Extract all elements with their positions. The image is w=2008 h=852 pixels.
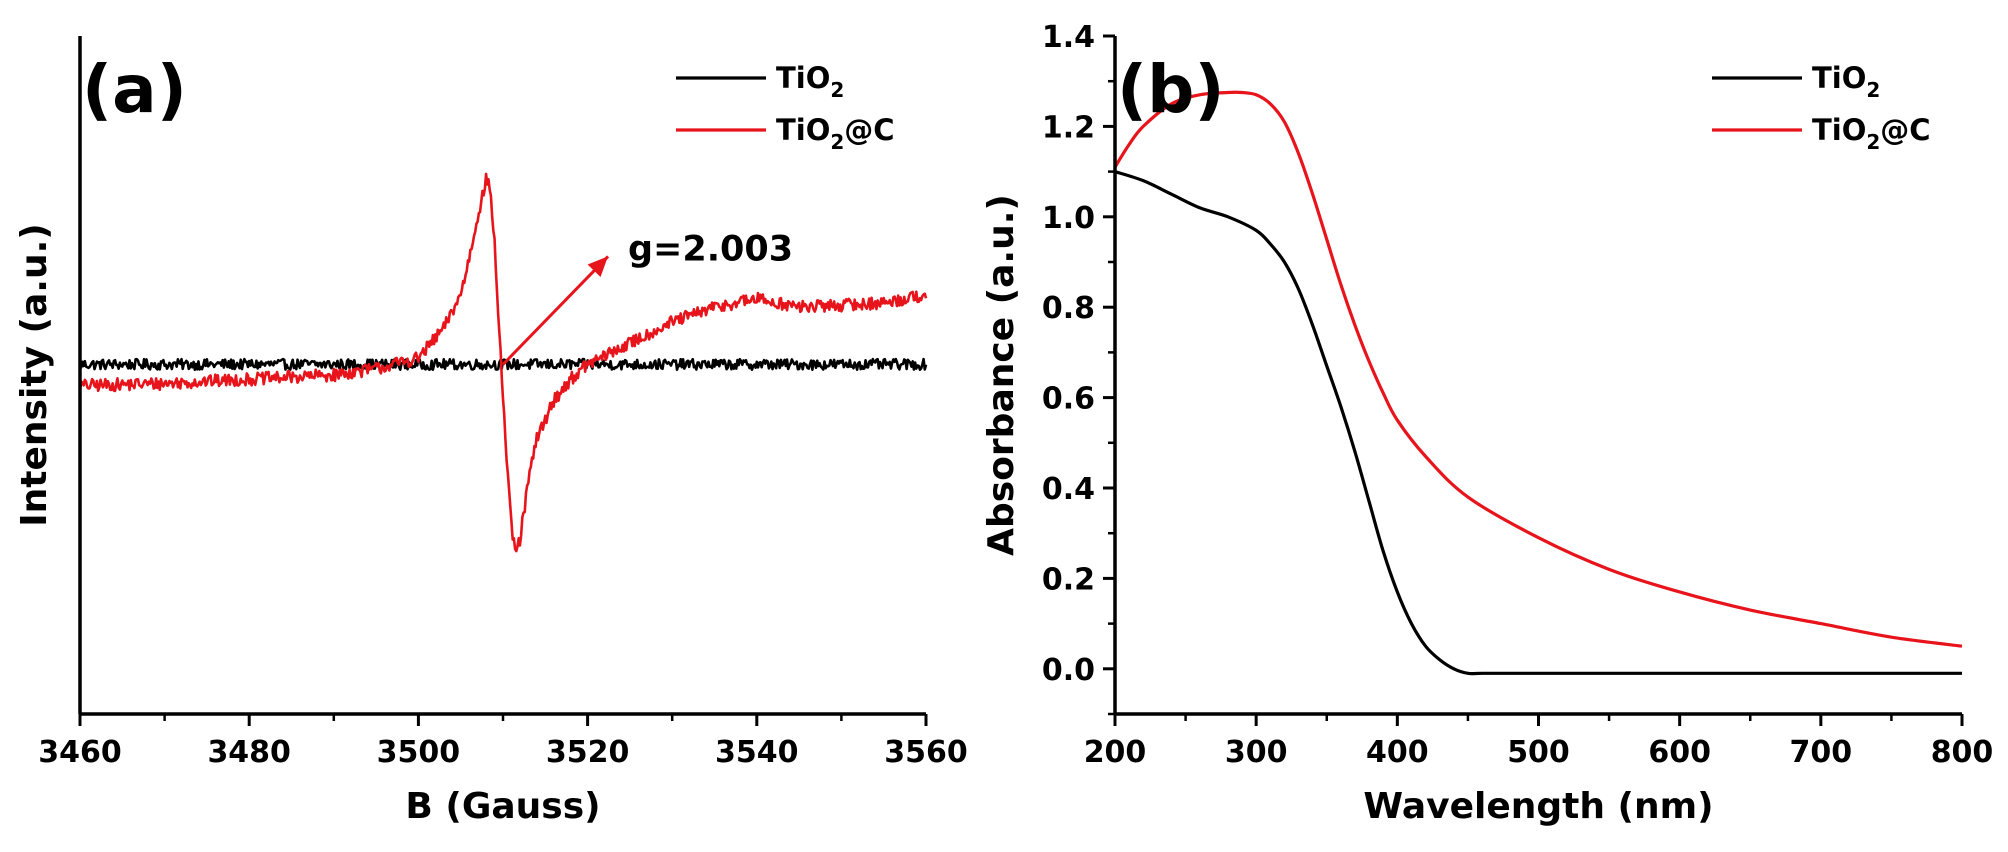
series-line-tio2-c (1113, 90, 1963, 648)
y-axis-title: Absorbance (a.u.) (981, 194, 1022, 556)
y-tick-label: 0.6 (1042, 382, 1095, 417)
x-tick-label: 500 (1507, 735, 1570, 770)
y-tick-label: 0.2 (1042, 562, 1095, 597)
legend-entry-label: TiO2 (776, 61, 844, 102)
y-tick-label: 1.2 (1042, 110, 1095, 145)
x-tick-label: 3480 (207, 735, 291, 770)
legend-entry-label: TiO2@C (1812, 113, 1931, 154)
x-tick-label: 3500 (377, 735, 461, 770)
x-axis-title: Wavelength (nm) (1363, 786, 1713, 827)
y-tick-label: 0.4 (1042, 472, 1095, 507)
panel-b: 200 300 400 500 600 700 800 0.0 0.2 0.4 0.6 0.8 1.0 1… (981, 20, 1993, 827)
x-tick-label: 200 (1084, 735, 1147, 770)
panel-label: (a) (82, 51, 187, 128)
x-tick-label: 3560 (884, 735, 968, 770)
x-axis-title: B (Gauss) (405, 786, 600, 827)
annotation-arrow-head (587, 256, 608, 278)
series-line-tio2 (78, 357, 928, 371)
legend-entry-label: TiO2@C (776, 113, 895, 154)
x-tick-label: 3520 (546, 735, 630, 770)
x-tick-label: 700 (1790, 735, 1853, 770)
y-tick-label: 0.0 (1042, 653, 1095, 688)
x-tick-label: 3540 (715, 735, 799, 770)
panel-a: 3460 3480 3500 3520 3540 3560 g=2.003 (a) TiO2 Ti… (14, 36, 968, 827)
x-tick-label: 300 (1225, 735, 1288, 770)
x-tick-label: 3460 (38, 735, 122, 770)
series-line-tio2 (1114, 170, 1963, 676)
x-tick-label: 600 (1648, 735, 1711, 770)
x-tick-label: 400 (1366, 735, 1429, 770)
y-axis-title: Intensity (a.u.) (14, 223, 55, 526)
legend-entry-label: TiO2 (1812, 61, 1880, 102)
y-tick-label: 1.0 (1042, 201, 1095, 236)
panel-label: (b) (1117, 51, 1225, 128)
x-tick-label: 800 (1931, 735, 1994, 770)
y-tick-label: 1.4 (1042, 20, 1095, 55)
series-line-tio2-c (78, 172, 928, 553)
annotation-arrow-line (501, 255, 610, 366)
annotation-label: g=2.003 (628, 229, 793, 269)
y-tick-label: 0.8 (1042, 291, 1095, 326)
